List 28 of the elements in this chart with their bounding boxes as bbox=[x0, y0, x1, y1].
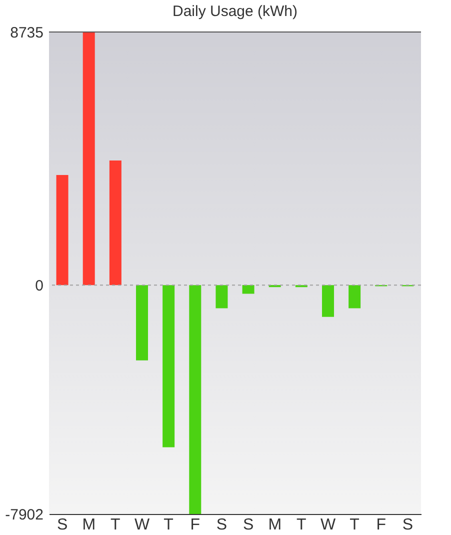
x-tick-label: T bbox=[110, 516, 121, 534]
x-tick-label: S bbox=[216, 516, 228, 534]
bar bbox=[189, 285, 202, 514]
y-tick-label: 0 bbox=[35, 278, 44, 295]
bar bbox=[348, 285, 361, 308]
y-tick-label: 8735 bbox=[10, 24, 44, 42]
bar bbox=[109, 160, 122, 286]
bar bbox=[82, 32, 95, 286]
x-tick-label: M bbox=[268, 516, 282, 534]
chart-title: Daily Usage (kWh) bbox=[172, 3, 298, 20]
bar bbox=[322, 285, 334, 317]
bar bbox=[56, 174, 68, 286]
x-tick-label: F bbox=[376, 516, 386, 534]
y-tick-label: -7902 bbox=[5, 506, 44, 524]
x-tick-label: S bbox=[56, 516, 68, 534]
bar bbox=[216, 285, 228, 308]
x-tick-label: W bbox=[134, 516, 150, 534]
x-tick-label: T bbox=[296, 516, 307, 534]
x-tick-label: S bbox=[242, 516, 254, 534]
x-tick-label: T bbox=[164, 516, 174, 534]
x-tick-label: W bbox=[320, 516, 336, 534]
x-tick-label: M bbox=[82, 516, 96, 534]
x-tick-label: T bbox=[350, 516, 360, 534]
bar bbox=[242, 285, 254, 294]
x-tick-label: S bbox=[402, 516, 414, 534]
x-tick-label: F bbox=[190, 516, 200, 534]
bar bbox=[162, 285, 175, 448]
bar bbox=[136, 285, 148, 360]
